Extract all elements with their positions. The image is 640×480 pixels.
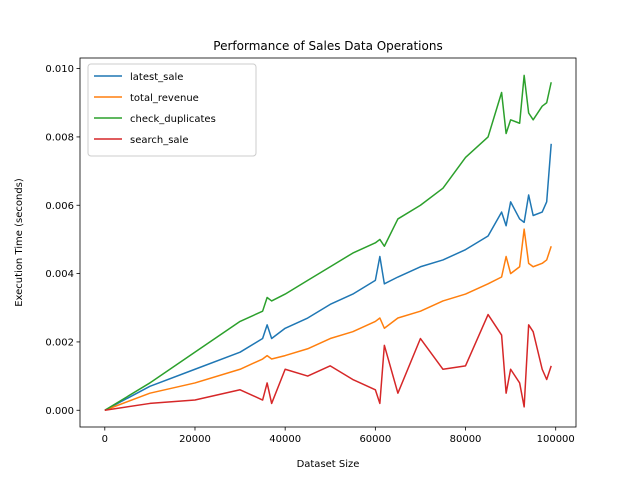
x-tick-label: 100000: [537, 434, 575, 445]
x-tick-label: 20000: [179, 434, 211, 445]
x-tick-label: 80000: [450, 434, 482, 445]
x-tick-label: 0: [102, 434, 108, 445]
y-tick-label: 0.000: [45, 406, 74, 417]
legend-label-latest-sale: latest_sale: [130, 72, 183, 83]
y-tick-label: 0.010: [45, 64, 74, 75]
legend-label-check-duplicates: check_duplicates: [130, 114, 216, 125]
axes-frame: [79, 57, 577, 428]
series-line-latest-sale: [104, 143, 552, 411]
legend-label-total-revenue: total_revenue: [130, 93, 199, 104]
y-tick-label: 0.004: [45, 269, 74, 280]
series-line-check-duplicates: [104, 74, 552, 411]
legend-box: [87, 63, 257, 157]
chart-title: Performance of Sales Data Operations: [213, 39, 442, 53]
y-axis-label: Execution Time (seconds): [14, 178, 25, 307]
series-line-total-revenue: [104, 228, 552, 411]
y-tick-label: 0.008: [45, 132, 74, 143]
y-tick-label: 0.006: [45, 201, 74, 212]
legend: latest_sale total_revenue check_duplicates…: [87, 63, 257, 157]
series-line-search-sale: [104, 313, 552, 412]
y-tick-label: 0.002: [45, 337, 74, 348]
x-axis-label: Dataset Size: [297, 459, 360, 470]
plot-area: [104, 74, 552, 412]
legend-label-search-sale: search_sale: [130, 135, 189, 146]
x-tick-label: 40000: [269, 434, 301, 445]
x-tick-label: 60000: [359, 434, 391, 445]
axes: 0 20000 40000 60000 80000 100000 0.000 0.002 0.0…: [45, 57, 577, 445]
